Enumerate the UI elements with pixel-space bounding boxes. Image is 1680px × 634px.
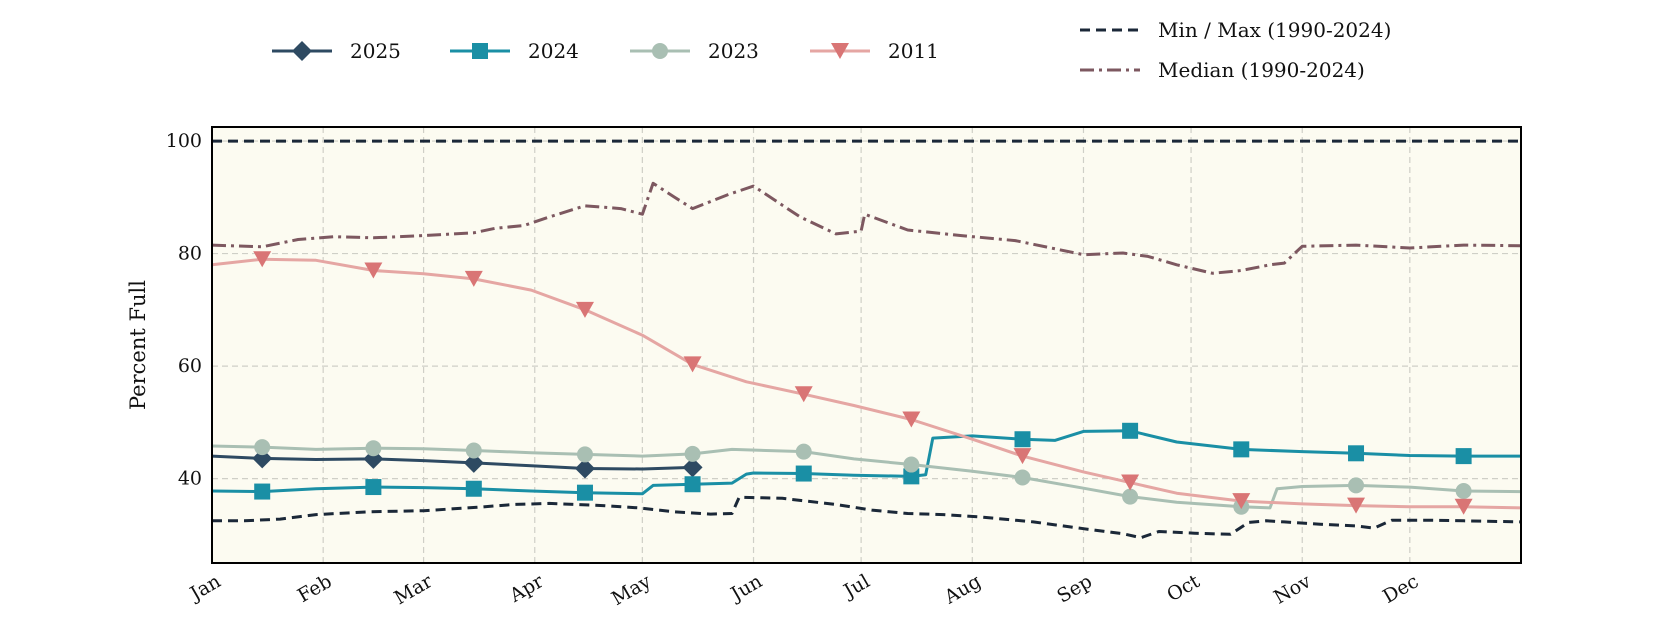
data-point-2: [254, 439, 271, 456]
x-tick-label: Jan: [185, 570, 225, 606]
data-point-3: [1121, 474, 1140, 491]
x-tick-label: Apr: [505, 570, 548, 607]
data-point-3: [794, 386, 813, 403]
data-point-2: [465, 442, 482, 459]
series-line-6: [211, 181, 1522, 275]
x-tick-label: Oct: [1163, 570, 1204, 606]
data-point-2: [795, 443, 812, 460]
data-point-3: [1013, 448, 1032, 465]
data-point-3: [464, 270, 483, 287]
data-point-1: [1348, 445, 1365, 462]
y-tick-label: 40: [178, 468, 202, 490]
data-point-3: [902, 411, 921, 428]
legend-label: Min / Max (1990-2024): [1158, 18, 1391, 42]
legend-label: 2011: [888, 39, 939, 63]
legend-marker: [472, 43, 488, 59]
legend-marker: [652, 43, 668, 59]
y-tick-label: 100: [166, 130, 202, 152]
data-point-2: [684, 445, 701, 462]
data-point-1: [1455, 448, 1472, 465]
data-point-3: [364, 262, 383, 279]
x-tick-label: May: [608, 570, 655, 610]
data-point-1: [684, 476, 701, 493]
legend-label: Median (1990-2024): [1158, 58, 1365, 82]
data-point-2: [576, 446, 593, 463]
legend-label: 2024: [528, 39, 579, 63]
y-tick-label: 60: [178, 355, 202, 377]
y-axis-label: Percent Full: [126, 280, 150, 410]
data-point-1: [1014, 431, 1031, 448]
x-tick-label: Mar: [391, 570, 437, 609]
data-point-2: [1455, 482, 1472, 499]
data-point-3: [253, 251, 272, 268]
marker-layer: [252, 251, 1473, 515]
data-point-1: [576, 484, 593, 501]
legend-marker: [292, 41, 312, 61]
data-point-2: [903, 456, 920, 473]
data-point-3: [1232, 493, 1251, 510]
grid-layer: [211, 127, 1521, 563]
data-point-0: [682, 457, 703, 478]
data-point-3: [575, 301, 594, 318]
data-point-1: [1122, 422, 1139, 439]
data-point-2: [1014, 469, 1031, 486]
x-tick-label: Nov: [1270, 570, 1315, 609]
data-point-1: [254, 483, 271, 500]
data-point-1: [365, 479, 382, 496]
data-point-1: [1233, 441, 1250, 458]
legend-label: 2025: [350, 39, 401, 63]
x-tick-label: Dec: [1379, 570, 1422, 608]
data-point-2: [1348, 477, 1365, 494]
legend-label: 2023: [708, 39, 759, 63]
x-tick-label: Jul: [838, 570, 873, 603]
data-point-3: [1454, 498, 1473, 515]
data-point-1: [465, 480, 482, 497]
x-tick-label: Sep: [1053, 570, 1096, 607]
y-tick-label: 80: [178, 243, 202, 265]
data-point-3: [1347, 497, 1366, 514]
x-tick-label: Feb: [294, 570, 336, 607]
data-point-1: [903, 468, 920, 485]
data-point-3: [683, 356, 702, 373]
x-tick-label: Aug: [940, 570, 985, 609]
x-tick-label: Jun: [726, 570, 767, 606]
data-point-0: [252, 448, 273, 469]
legend-marker: [831, 43, 849, 59]
data-point-1: [795, 465, 812, 482]
series-line-3: [211, 257, 1522, 510]
data-point-2: [365, 440, 382, 457]
series-line-5: [212, 495, 1522, 540]
plot-background: [212, 127, 1521, 563]
plot-frame: [211, 126, 1522, 564]
data-point-0: [463, 452, 484, 473]
data-point-2: [1122, 488, 1139, 505]
legend: 2025 2024 2023 2011 Min / Max (1990-2024) Med…: [272, 18, 1391, 82]
data-point-0: [574, 458, 595, 479]
